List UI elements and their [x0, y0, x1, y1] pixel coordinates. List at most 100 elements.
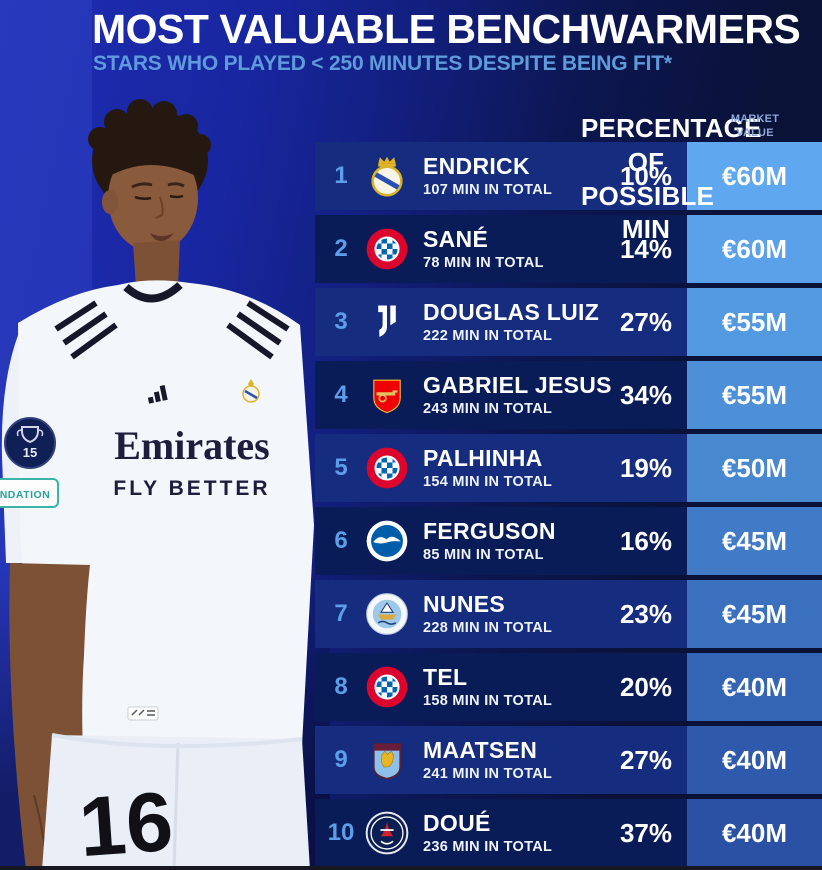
player-name: NUNES [423, 591, 506, 618]
player-info: TEL 158 MIN IN TOTAL [423, 665, 552, 708]
svg-text:NDATION: NDATION [0, 489, 50, 501]
table-row: 2 SANÉ 78 MIN IN TOTAL 14% €60M [315, 215, 822, 283]
table-row: 6 FERGUSON 85 MIN IN TOTAL 16% €45M [315, 507, 822, 575]
man-city-badge-icon [365, 592, 409, 636]
player-info: NUNES 228 MIN IN TOTAL [423, 592, 552, 635]
column-header-market-value: MARKET VALUE [730, 113, 780, 140]
real-madrid-crest-icon [242, 379, 260, 403]
real-madrid-badge-icon [365, 154, 409, 198]
rank-number: 9 [334, 746, 348, 773]
market-value: €55M [687, 288, 822, 356]
player-name: FERGUSON [423, 518, 556, 545]
minutes-total: 241 MIN IN TOTAL [423, 765, 553, 782]
market-value: €60M [687, 215, 822, 283]
rank-number: 6 [334, 527, 348, 554]
table-row: 9 MAATSEN 241 MIN IN TOTAL 27% €40M [315, 726, 822, 794]
jersey-collar [123, 281, 183, 303]
page-title: MOST VALUABLE BENCHWARMERS [92, 6, 801, 52]
possible-minutes-percentage: 27% [619, 744, 673, 775]
player-info: PALHINHA 154 MIN IN TOTAL [423, 446, 552, 489]
table-row: 8 TEL 158 MIN IN TOTAL 20% €40M [315, 653, 822, 721]
minutes-total: 78 MIN IN TOTAL [423, 254, 544, 271]
minutes-total: 228 MIN IN TOTAL [423, 619, 553, 636]
ranking-table: 1 ENDRICK 107 MIN IN TOTAL 10% €60M 2 SANÉ 78 M… [315, 142, 822, 870]
possible-minutes-percentage: 19% [619, 452, 673, 483]
market-value: €45M [687, 580, 822, 648]
minutes-total: 222 MIN IN TOTAL [423, 327, 553, 344]
player-info: ENDRICK 107 MIN IN TOTAL [423, 154, 552, 197]
jersey-sponsor-tagline-text: FLY BETTER [113, 477, 270, 500]
adidas-logo-icon [147, 385, 168, 404]
table-row: 1 ENDRICK 107 MIN IN TOTAL 10% €60M [315, 142, 822, 210]
rank-number: 10 [327, 819, 355, 846]
juventus-badge-icon [365, 300, 409, 344]
psg-badge-icon [365, 811, 409, 855]
minutes-total: 236 MIN IN TOTAL [423, 838, 553, 855]
shorts-number-text: 16 [76, 774, 176, 870]
rank-number: 5 [334, 454, 348, 481]
table-row: 5 PALHINHA 154 MIN IN TOTAL 19% €50M [315, 434, 822, 502]
player-info: GABRIEL JESUS 243 MIN IN TOTAL [423, 373, 612, 416]
player-name: GABRIEL JESUS [423, 372, 612, 399]
minutes-total: 154 MIN IN TOTAL [423, 473, 553, 490]
player-name: DOUÉ [423, 810, 491, 837]
market-value: €55M [687, 361, 822, 429]
brighton-badge-icon [365, 519, 409, 563]
player-name: ENDRICK [423, 153, 530, 180]
player-info: FERGUSON 85 MIN IN TOTAL [423, 519, 556, 562]
player-info: SANÉ 78 MIN IN TOTAL [423, 227, 544, 270]
player-face [108, 144, 198, 252]
player-photo-illustration: Emirates FLY BETTER 15 NDATION 16 [0, 99, 314, 870]
market-value: €45M [687, 507, 822, 575]
svg-text:15: 15 [23, 445, 37, 460]
rank-number: 1 [334, 162, 348, 189]
bottom-edge [0, 866, 822, 870]
table-row: 4 GABRIEL JESUS 243 MIN IN TOTAL 34% €55M [315, 361, 822, 429]
player-info: DOUGLAS LUIZ 222 MIN IN TOTAL [423, 300, 599, 343]
rank-number: 3 [334, 308, 348, 335]
player-name: DOUGLAS LUIZ [423, 299, 600, 326]
table-row: 3 DOUGLAS LUIZ 222 MIN IN TOTAL 27% €55M [315, 288, 822, 356]
minutes-total: 243 MIN IN TOTAL [423, 400, 553, 417]
rank-number: 8 [334, 673, 348, 700]
table-row: 7 NUNES 228 MIN IN TOTAL 23% €45M [315, 580, 822, 648]
possible-minutes-percentage: 20% [619, 671, 673, 702]
player-info: MAATSEN 241 MIN IN TOTAL [423, 738, 552, 781]
aston-villa-badge-icon [365, 738, 409, 782]
market-value: €60M [687, 142, 822, 210]
arsenal-badge-icon [365, 373, 409, 417]
bayern-badge-icon [365, 665, 409, 709]
jersey [18, 280, 314, 745]
bayern-badge-icon [365, 227, 409, 271]
minutes-total: 85 MIN IN TOTAL [423, 546, 544, 563]
market-value: €50M [687, 434, 822, 502]
market-value: €40M [687, 799, 822, 867]
possible-minutes-percentage: 37% [619, 817, 673, 848]
possible-minutes-percentage: 14% [619, 233, 673, 264]
page-subtitle: STARS WHO PLAYED < 250 MINUTES DESPITE B… [93, 52, 672, 75]
possible-minutes-percentage: 27% [619, 306, 673, 337]
minutes-total: 107 MIN IN TOTAL [423, 181, 553, 198]
market-value: €40M [687, 726, 822, 794]
foundation-patch-icon: NDATION [0, 478, 59, 508]
adidas-stripes-icon [54, 300, 290, 360]
possible-minutes-percentage: 16% [619, 525, 673, 556]
possible-minutes-percentage: 23% [619, 598, 673, 629]
player-info: DOUÉ 236 MIN IN TOTAL [423, 811, 552, 854]
minutes-total: 158 MIN IN TOTAL [423, 692, 553, 709]
jersey-sponsor-text: Emirates [114, 423, 270, 468]
rank-number: 2 [334, 235, 348, 262]
ucl-15-patch-icon: 15 [4, 417, 56, 469]
player-name: MAATSEN [423, 737, 538, 764]
table-row: 10 DOUÉ 236 MIN IN TOTAL 37% €40M [315, 799, 822, 867]
market-value: €40M [687, 653, 822, 721]
bayern-badge-icon [365, 446, 409, 490]
possible-minutes-percentage: 34% [619, 379, 673, 410]
player-name: SANÉ [423, 226, 489, 253]
player-name: TEL [423, 664, 468, 691]
rank-number: 4 [334, 381, 348, 408]
possible-minutes-percentage: 10% [619, 160, 673, 191]
player-name: PALHINHA [423, 445, 543, 472]
rank-number: 7 [334, 600, 348, 627]
